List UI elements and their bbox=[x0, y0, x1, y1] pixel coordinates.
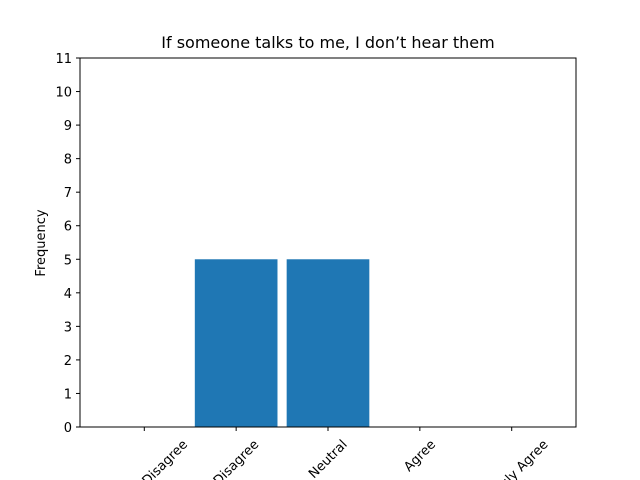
chart-title: If someone talks to me, I don’t hear the… bbox=[161, 33, 494, 52]
y-tick-label: 10 bbox=[55, 86, 72, 101]
y-tick-label: 8 bbox=[64, 153, 72, 168]
y-tick-label: 3 bbox=[64, 320, 72, 335]
bar bbox=[286, 259, 370, 427]
y-tick-label: 4 bbox=[64, 287, 72, 302]
y-tick-label: 7 bbox=[64, 186, 72, 201]
y-tick-label: 6 bbox=[64, 220, 72, 235]
y-tick-label: 9 bbox=[64, 119, 72, 134]
y-axis-label: Frequency bbox=[34, 209, 49, 276]
y-tick-label: 0 bbox=[64, 421, 72, 436]
bar bbox=[194, 259, 278, 427]
y-tick-label: 11 bbox=[55, 52, 72, 67]
y-tick-label: 2 bbox=[64, 354, 72, 369]
y-tick-label: 5 bbox=[64, 253, 72, 268]
y-tick-label: 1 bbox=[64, 387, 72, 402]
plot-frame bbox=[79, 57, 577, 428]
